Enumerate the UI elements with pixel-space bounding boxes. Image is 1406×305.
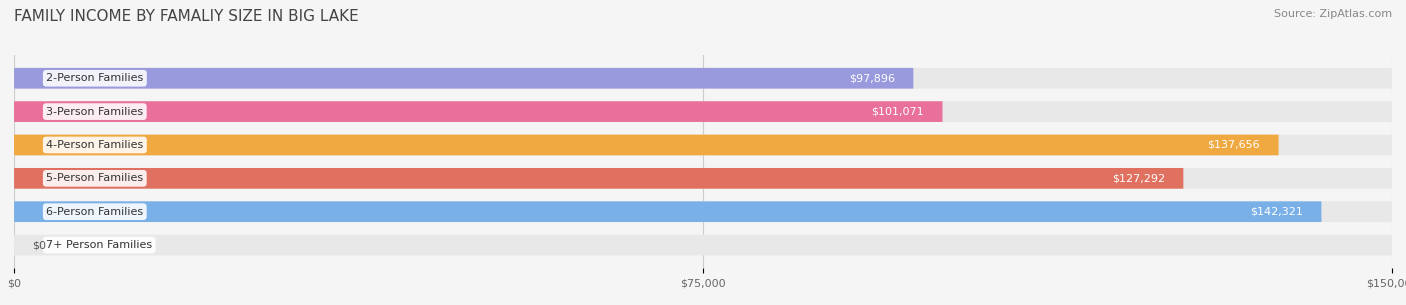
FancyBboxPatch shape	[14, 135, 1278, 155]
FancyBboxPatch shape	[14, 201, 1392, 222]
Text: FAMILY INCOME BY FAMALIY SIZE IN BIG LAKE: FAMILY INCOME BY FAMALIY SIZE IN BIG LAK…	[14, 9, 359, 24]
Text: $137,656: $137,656	[1208, 140, 1260, 150]
Text: 7+ Person Families: 7+ Person Families	[46, 240, 152, 250]
Text: $97,896: $97,896	[849, 73, 896, 83]
FancyBboxPatch shape	[14, 135, 1392, 155]
Text: $0: $0	[32, 240, 46, 250]
Text: 2-Person Families: 2-Person Families	[46, 73, 143, 83]
FancyBboxPatch shape	[14, 168, 1392, 189]
FancyBboxPatch shape	[14, 68, 914, 88]
FancyBboxPatch shape	[14, 201, 1322, 222]
FancyBboxPatch shape	[14, 68, 1392, 88]
Text: 3-Person Families: 3-Person Families	[46, 107, 143, 117]
Text: 4-Person Families: 4-Person Families	[46, 140, 143, 150]
FancyBboxPatch shape	[14, 101, 1392, 122]
Text: $101,071: $101,071	[872, 107, 924, 117]
FancyBboxPatch shape	[14, 235, 1392, 255]
FancyBboxPatch shape	[14, 168, 1184, 189]
Text: 6-Person Families: 6-Person Families	[46, 207, 143, 217]
FancyBboxPatch shape	[14, 101, 942, 122]
Text: $142,321: $142,321	[1250, 207, 1303, 217]
Text: 5-Person Families: 5-Person Families	[46, 173, 143, 183]
Text: $127,292: $127,292	[1112, 173, 1166, 183]
Text: Source: ZipAtlas.com: Source: ZipAtlas.com	[1274, 9, 1392, 19]
